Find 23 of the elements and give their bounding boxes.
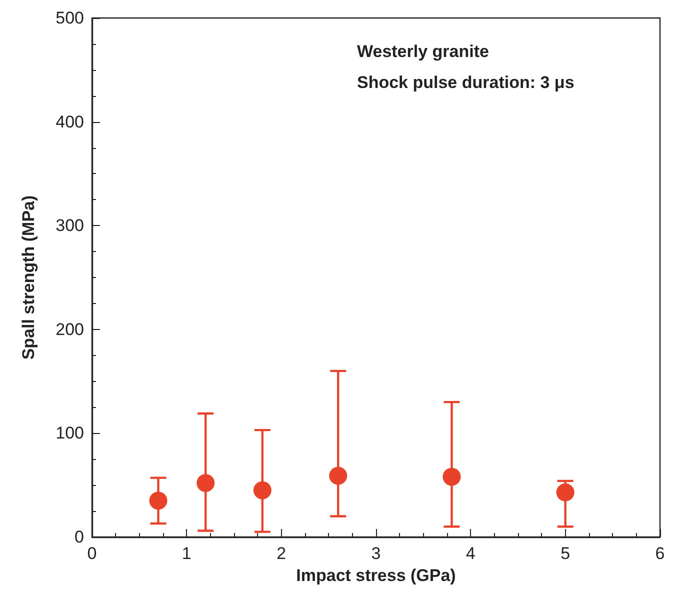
x-axis-title: Impact stress (GPa) bbox=[296, 566, 456, 585]
y-tick-label: 100 bbox=[56, 424, 84, 443]
x-tick-label: 4 bbox=[466, 544, 476, 563]
point bbox=[556, 483, 574, 502]
y-tick-label: 300 bbox=[56, 216, 84, 236]
x-tick-label: 0 bbox=[87, 544, 97, 563]
annotation: Westerly granite bbox=[357, 42, 489, 61]
y-axis-title: Spall strength (MPa) bbox=[19, 195, 38, 360]
x-tick-label: 2 bbox=[276, 544, 286, 563]
y-tick-label: 400 bbox=[56, 112, 84, 132]
point bbox=[253, 481, 272, 500]
point bbox=[442, 468, 461, 486]
point bbox=[329, 466, 348, 485]
x-tick-label: 1 bbox=[182, 544, 192, 563]
x-tick-label: 5 bbox=[560, 544, 570, 563]
x-tick-label: 6 bbox=[655, 544, 665, 563]
x-tick-label: 3 bbox=[371, 544, 381, 563]
point bbox=[196, 474, 215, 492]
y-tick-label: 200 bbox=[56, 320, 84, 339]
point bbox=[149, 492, 168, 510]
annotation: Shock pulse duration: 3 μs bbox=[357, 73, 574, 92]
y-tick-label: 500 bbox=[56, 8, 84, 28]
y-tick-label: 0 bbox=[74, 528, 84, 546]
